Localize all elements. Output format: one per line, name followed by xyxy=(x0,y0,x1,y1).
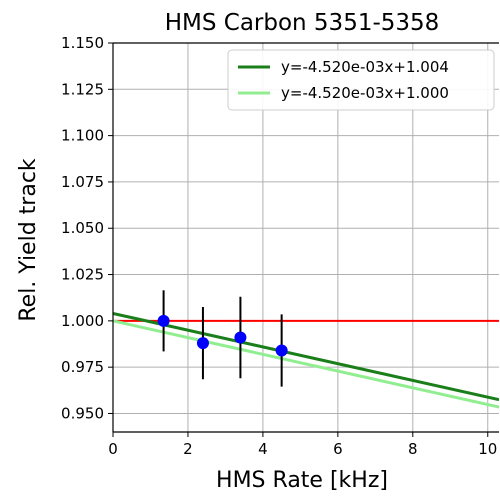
x-tick-label-0: 0 xyxy=(108,440,118,458)
y-tick-label-3: 1.025 xyxy=(61,266,104,284)
legend-label-1: y=-4.520e-03x+1.000 xyxy=(281,84,449,102)
legend-label-0: y=-4.520e-03x+1.004 xyxy=(281,58,449,76)
plot-area: 0 2 4 6 8 10 0.950 0.975 1.000 1.025 1.050 1.075 1.1… xyxy=(61,34,499,458)
legend-box xyxy=(227,49,495,111)
data-point-3 xyxy=(275,344,288,357)
x-tick-label-3: 6 xyxy=(333,440,343,458)
y-tick-label-2: 1.000 xyxy=(61,312,104,330)
y-tick-label-0: 0.950 xyxy=(61,404,104,422)
x-tick-label-1: 2 xyxy=(183,440,193,458)
y-axis-label: Rel. Yield track xyxy=(16,158,41,322)
x-axis-label: HMS Rate [kHz] xyxy=(216,468,388,493)
x-tick-label-4: 8 xyxy=(408,440,418,458)
fit-line-0 xyxy=(113,311,499,402)
x-tick-label-2: 4 xyxy=(258,440,268,458)
y-tick-label-5: 1.075 xyxy=(61,173,104,191)
data-point-1 xyxy=(196,337,209,350)
plot-content xyxy=(113,290,499,409)
y-tick-label-4: 1.050 xyxy=(61,219,104,237)
x-tick-label-5: 10 xyxy=(478,440,497,458)
y-tick-label-8: 1.150 xyxy=(61,34,104,52)
y-tick-label-7: 1.125 xyxy=(61,80,104,98)
fit-line-1 xyxy=(113,319,499,409)
y-tick-label-6: 1.100 xyxy=(61,127,104,145)
data-point-2 xyxy=(234,331,247,344)
data-point-0 xyxy=(157,314,170,327)
y-tick-label-1: 0.975 xyxy=(61,358,104,376)
chart-title: HMS Carbon 5351-5358 xyxy=(165,10,440,36)
